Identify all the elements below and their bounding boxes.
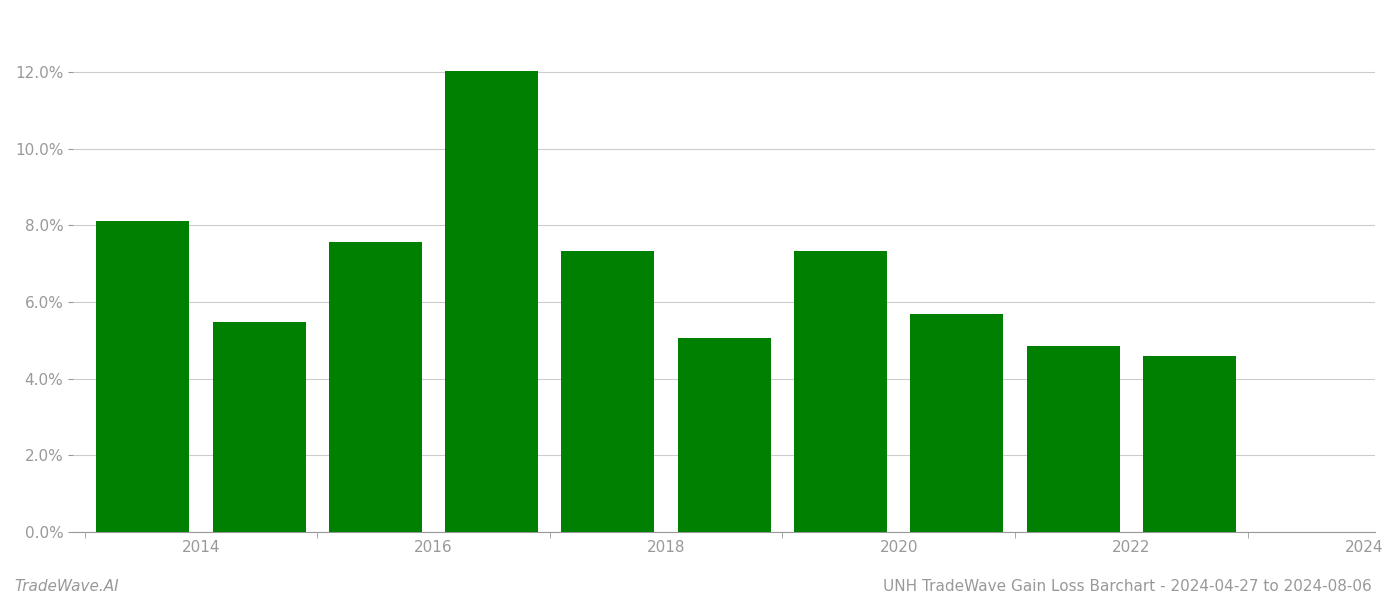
Bar: [678, 338, 771, 532]
Bar: [1026, 346, 1120, 532]
Bar: [1142, 356, 1236, 532]
Bar: [97, 221, 189, 532]
Bar: [445, 71, 538, 532]
Bar: [561, 251, 654, 532]
Bar: [794, 251, 888, 532]
Bar: [910, 314, 1004, 532]
Text: TradeWave.AI: TradeWave.AI: [14, 579, 119, 594]
Text: UNH TradeWave Gain Loss Barchart - 2024-04-27 to 2024-08-06: UNH TradeWave Gain Loss Barchart - 2024-…: [883, 579, 1372, 594]
Bar: [213, 322, 305, 532]
Bar: [329, 242, 421, 532]
